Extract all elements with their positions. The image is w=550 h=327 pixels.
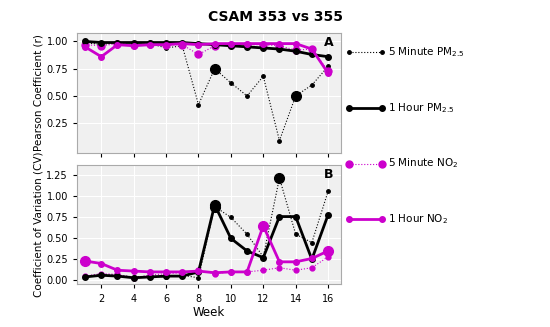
Text: 1 Hour NO$_2$: 1 Hour NO$_2$ [388, 212, 448, 226]
Text: CSAM 353 vs 355: CSAM 353 vs 355 [207, 10, 343, 24]
X-axis label: Week: Week [193, 306, 225, 319]
Text: A: A [323, 36, 333, 49]
Text: 5 Minute NO$_2$: 5 Minute NO$_2$ [388, 157, 458, 170]
Text: 5 Minute PM$_{2.5}$: 5 Minute PM$_{2.5}$ [388, 45, 465, 59]
Text: B: B [323, 168, 333, 181]
Y-axis label: Pearson Coefficient (r): Pearson Coefficient (r) [34, 34, 43, 151]
Y-axis label: Coefficient of Variation (CV): Coefficient of Variation (CV) [34, 152, 43, 297]
Text: 1 Hour PM$_{2.5}$: 1 Hour PM$_{2.5}$ [388, 101, 454, 115]
